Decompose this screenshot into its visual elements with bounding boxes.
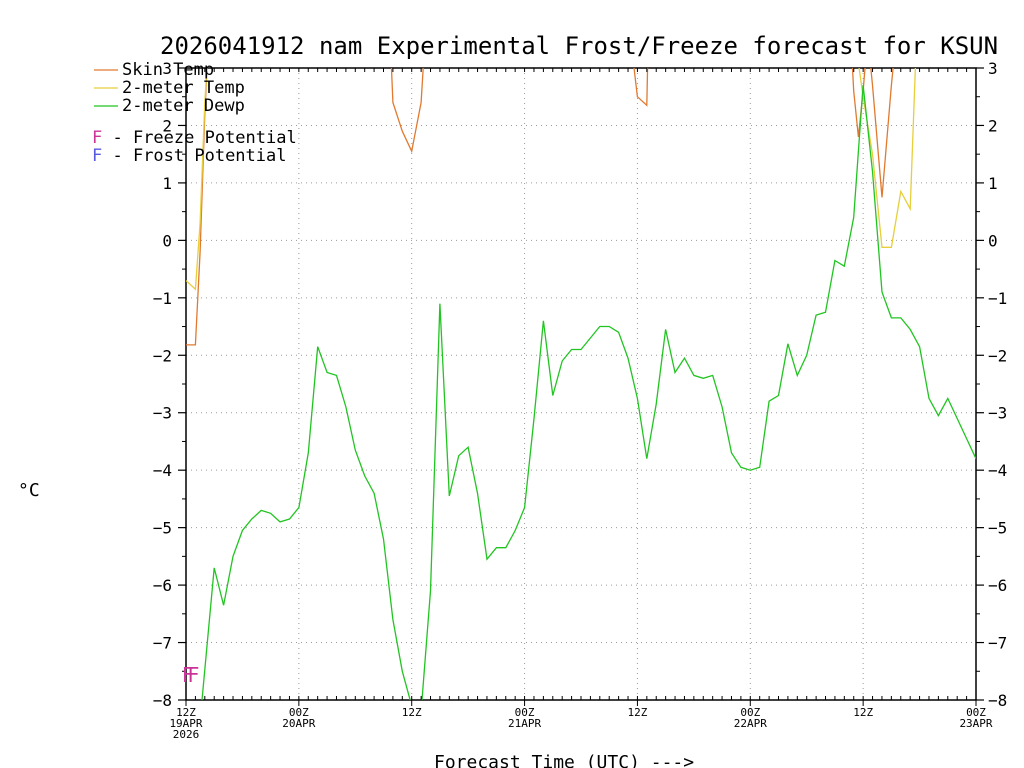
y-tick-label-left: −2 bbox=[153, 346, 172, 365]
y-tick-label-left: −6 bbox=[153, 576, 172, 595]
skin-temp-segment bbox=[390, 68, 424, 154]
potential-legend-entry: F - Freeze Potential bbox=[92, 128, 297, 148]
x-tick-label: 20APR bbox=[282, 717, 315, 730]
y-tick-label-right: −5 bbox=[988, 519, 1007, 538]
y-tick-label-left: −3 bbox=[153, 404, 172, 423]
potential-text: - Frost Potential bbox=[102, 146, 286, 166]
y-tick-label-right: 2 bbox=[988, 116, 998, 135]
skin-temp-segment bbox=[633, 68, 649, 107]
x-tick-label: 22APR bbox=[734, 717, 767, 730]
x-tick-label: 12Z bbox=[627, 706, 647, 719]
y-tick-label-left: −4 bbox=[153, 461, 172, 480]
potential-text: - Freeze Potential bbox=[102, 128, 296, 148]
y-tick-label-left: −7 bbox=[153, 634, 172, 653]
y-tick-label-right: −4 bbox=[988, 461, 1007, 480]
y-axis-right-ticks: 3 2 1 0 −1 −2 −3 −4 −5 −6 −7 −8 bbox=[976, 59, 1007, 710]
legend-label: Skin Temp bbox=[122, 60, 214, 80]
y-tick-label-left: −8 bbox=[153, 691, 172, 710]
x-tick-label: 12Z bbox=[853, 706, 873, 719]
y-tick-label-right: −7 bbox=[988, 634, 1007, 653]
y-tick-label-left: 0 bbox=[162, 231, 172, 250]
y-tick-label-left: −5 bbox=[153, 519, 172, 538]
y-tick-label-right: −3 bbox=[988, 404, 1007, 423]
y-axis-left-ticks: 3 2 1 0 −1 −2 −3 −4 −5 −6 −7 −8 bbox=[153, 59, 186, 710]
2-meter-temp-line bbox=[186, 68, 208, 291]
x-tick-label: 23APR bbox=[959, 717, 992, 730]
potential-letter: F bbox=[92, 146, 102, 166]
y-tick-label-right: −6 bbox=[988, 576, 1007, 595]
x-tick-label: 12Z bbox=[176, 706, 196, 719]
y-tick-label-right: 0 bbox=[988, 231, 998, 250]
y-tick-label-left: 3 bbox=[162, 59, 172, 78]
markers-layer: FF bbox=[182, 663, 200, 687]
y-tick-label-left: 1 bbox=[162, 174, 172, 193]
y-tick-label-right: 1 bbox=[988, 174, 998, 193]
y-tick-label-right: −1 bbox=[988, 289, 1007, 308]
2-meter-dewp-line bbox=[201, 85, 976, 700]
potential-legend-entry: F - Frost Potential bbox=[92, 146, 286, 166]
freeze-potential-marker: F bbox=[187, 663, 199, 687]
legend-label: 2-meter Temp bbox=[122, 78, 245, 98]
potential-letter: F bbox=[92, 128, 102, 148]
x-tick-label: 00Z bbox=[740, 706, 760, 719]
legend-label: 2-meter Dewp bbox=[122, 96, 245, 116]
skin-temp-segment bbox=[870, 68, 894, 198]
y-axis-label: °C bbox=[18, 480, 40, 501]
y-tick-label-right: −8 bbox=[988, 691, 1007, 710]
x-tick-label: 00Z bbox=[966, 706, 986, 719]
x-tick-label: 19APR bbox=[169, 717, 202, 730]
x-tick-label: 00Z bbox=[289, 706, 309, 719]
chart-title: 2026041912 nam Experimental Frost/Freeze… bbox=[160, 32, 998, 60]
skin-temp-segment bbox=[851, 68, 866, 137]
x-axis-label: Forecast Time (UTC) ---> bbox=[434, 752, 694, 768]
y-tick-label-left: −1 bbox=[153, 289, 172, 308]
x-tick-label: 21APR bbox=[508, 717, 541, 730]
x-tick-label: 12Z bbox=[402, 706, 422, 719]
y-tick-label-left: 2 bbox=[162, 116, 172, 135]
freeze-potential-marker: F bbox=[182, 663, 194, 687]
x-tick-label: 00Z bbox=[515, 706, 535, 719]
series-layer bbox=[186, 68, 976, 700]
y-tick-label-right: 3 bbox=[988, 59, 998, 78]
y-tick-label-right: −2 bbox=[988, 346, 1007, 365]
grid-layer bbox=[186, 68, 976, 700]
2-meter-temp-segment bbox=[858, 68, 917, 248]
x-tick-label: 2026 bbox=[173, 728, 200, 741]
